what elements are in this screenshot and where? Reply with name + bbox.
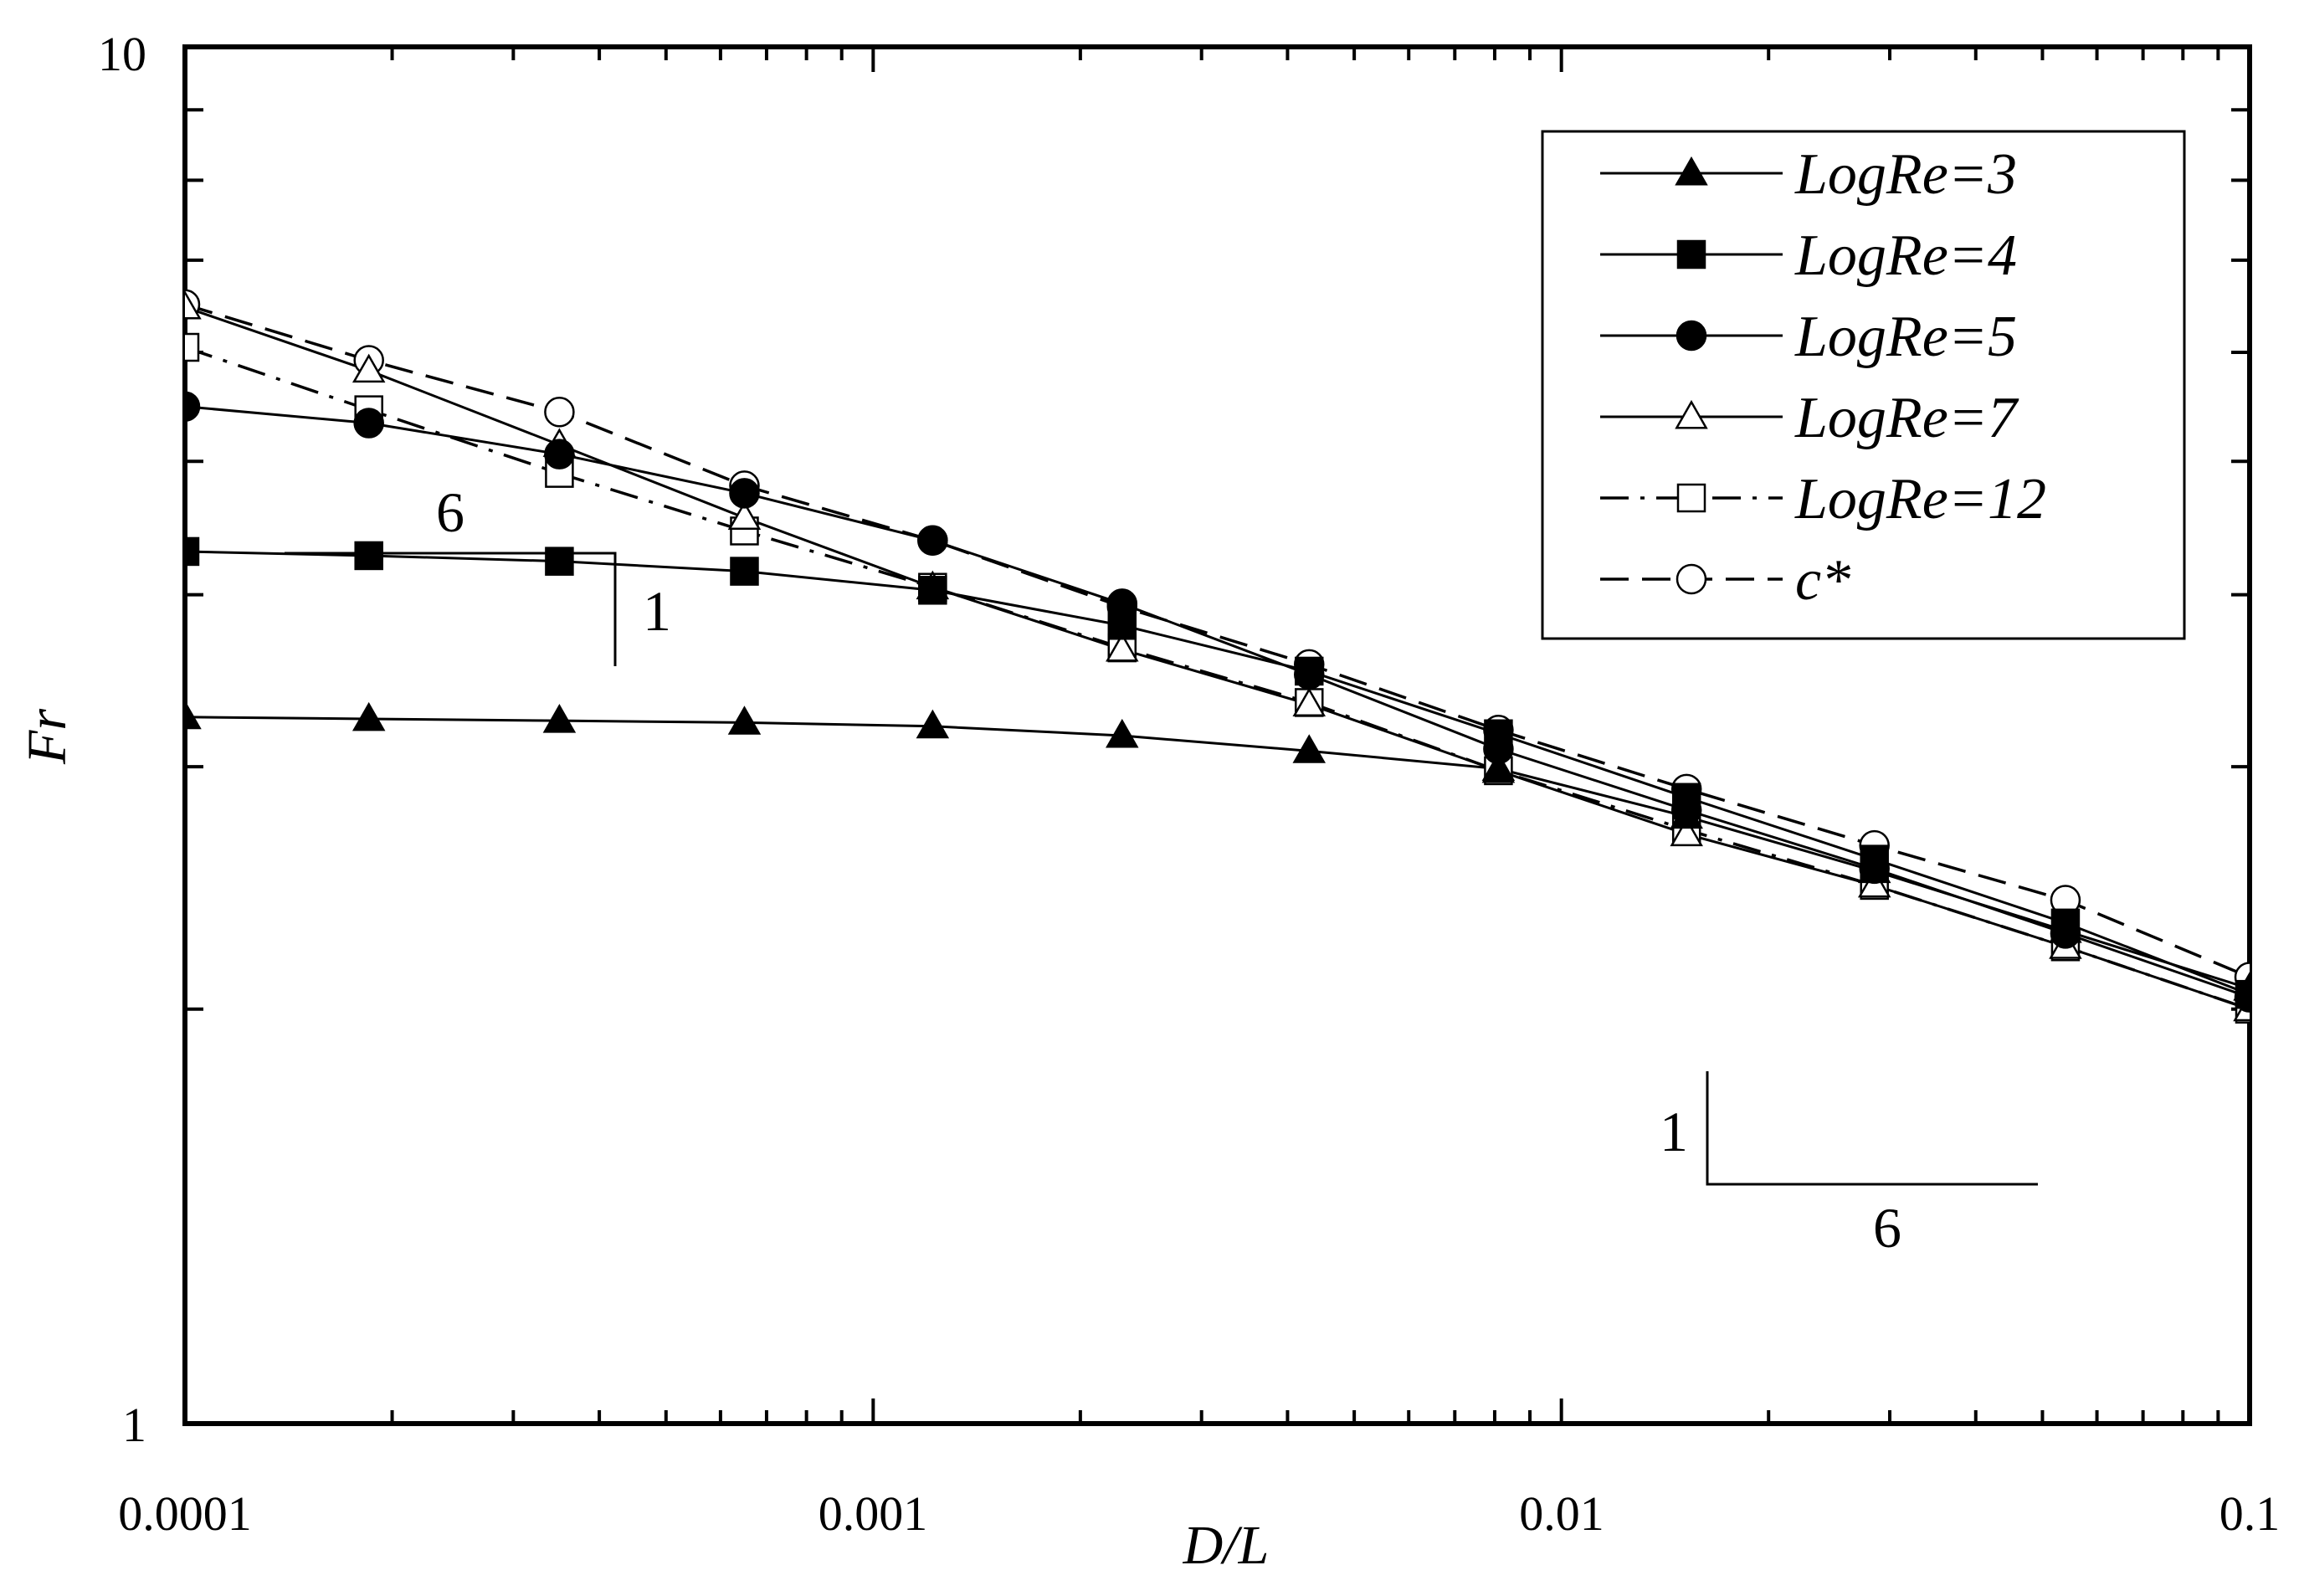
data-point	[185, 391, 201, 422]
series-line	[185, 303, 2250, 979]
legend-entry: c*	[1600, 548, 1850, 613]
x-tick-label-0.0001: 0.0001	[118, 1486, 252, 1541]
legend-entry: LogRe=3	[1600, 142, 2017, 207]
data-point	[1107, 611, 1137, 640]
slope-triangle-top: 6 1	[285, 480, 671, 666]
series-markers-logre-3	[185, 700, 2250, 1001]
data-point	[185, 536, 200, 567]
slope-triangle-bottom-lines	[1706, 1071, 2038, 1186]
data-point	[1106, 718, 1139, 748]
slope-bottom-rise-label: 1	[1660, 1100, 1688, 1163]
data-point	[1670, 794, 1702, 826]
axis-ticks	[185, 47, 2250, 1424]
data-point	[727, 706, 762, 735]
series-markers-logre-5	[185, 391, 2250, 1013]
legend-marker	[1675, 399, 1708, 429]
series-layer	[185, 289, 2250, 1024]
data-point	[729, 478, 760, 509]
legend-marker	[1675, 320, 1707, 352]
legend-label: LogRe=4	[1794, 223, 2017, 288]
legend-marker	[1675, 563, 1707, 595]
data-point	[545, 547, 574, 576]
data-point	[917, 525, 948, 557]
data-point	[1106, 588, 1138, 619]
legend-entry: LogRe=4	[1600, 223, 2017, 288]
series-line	[185, 716, 2250, 990]
x-axis-title: D/L	[1183, 1515, 1270, 1576]
y-tick-label-1: 1	[122, 1398, 146, 1452]
legend-label: LogRe=7	[1794, 386, 2019, 450]
x-tick-label-0.1: 0.1	[2219, 1486, 2281, 1541]
series-line	[185, 346, 2250, 1011]
legend-label: LogRe=3	[1794, 142, 2017, 207]
legend-entry: LogRe=12	[1600, 467, 2046, 531]
data-point	[918, 576, 947, 605]
data-point	[1106, 632, 1139, 662]
series-c-	[185, 303, 2250, 979]
data-point	[2234, 982, 2250, 1013]
data-point	[185, 290, 202, 320]
data-point	[544, 397, 575, 428]
data-point	[1859, 853, 1890, 885]
series-logre-12	[185, 346, 2250, 1011]
data-point	[1670, 817, 1703, 847]
legend-box	[1541, 130, 2186, 640]
x-tick-label-0.01: 0.01	[1519, 1486, 1604, 1541]
y-tick-label-10: 10	[98, 27, 146, 81]
legend-entry: LogRe=7	[1600, 386, 2019, 450]
data-point	[730, 557, 759, 586]
data-point	[916, 709, 950, 739]
data-point	[352, 353, 386, 383]
data-point	[544, 439, 575, 470]
y-axis-title: Fr	[17, 709, 78, 765]
slope-top-run-label: 6	[436, 480, 464, 544]
data-point	[1483, 733, 1514, 765]
series-logre-4	[185, 550, 2250, 996]
legend: LogRe=3 LogRe=4 LogRe=5 LogRe=7 LogRe=12 c*	[1541, 130, 2186, 640]
series-logre-5	[185, 405, 2250, 999]
data-point	[185, 700, 202, 730]
series-line	[185, 405, 2250, 999]
series-line	[185, 550, 2250, 996]
slope-bottom-run-label: 6	[1873, 1196, 1901, 1260]
slope-triangle-top-lines	[285, 552, 617, 666]
data-point	[185, 332, 200, 362]
series-logre-3	[185, 716, 2250, 990]
data-point	[353, 408, 384, 439]
slope-top-rise-label: 1	[643, 579, 671, 643]
data-point	[1481, 752, 1516, 781]
legend-label: LogRe=5	[1794, 305, 2017, 369]
slope-triangle-bottom: 1 6	[1660, 1071, 2038, 1260]
data-point	[354, 541, 383, 571]
legend-label: LogRe=12	[1794, 467, 2046, 531]
x-tick-label-0.001: 0.001	[819, 1486, 928, 1541]
legend-label: c*	[1795, 548, 1850, 613]
legend-marker	[1676, 239, 1706, 269]
data-point	[1294, 659, 1325, 690]
data-point	[352, 701, 386, 731]
legend-marker	[1676, 483, 1706, 513]
data-point	[727, 500, 762, 531]
data-point	[1292, 687, 1327, 717]
data-point	[2050, 918, 2081, 949]
legend-marker	[1675, 156, 1708, 186]
data-point	[542, 704, 577, 733]
plot-frame	[182, 44, 2252, 1426]
legend-entry: LogRe=5	[1600, 305, 2017, 369]
data-point	[1292, 734, 1327, 763]
